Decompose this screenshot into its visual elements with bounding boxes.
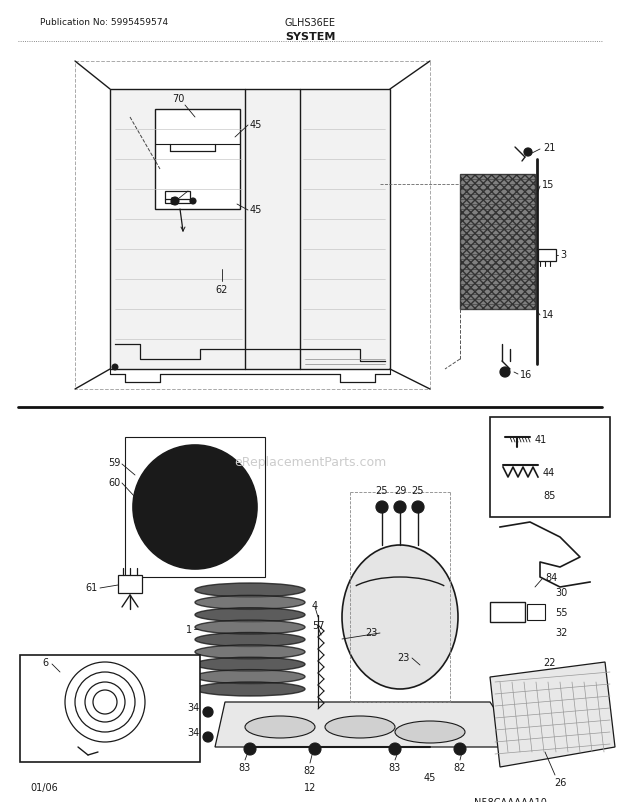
Text: 15: 15	[542, 180, 554, 190]
Text: SYSTEM: SYSTEM	[285, 32, 335, 42]
Text: 6: 6	[42, 657, 48, 667]
Text: 3: 3	[560, 249, 566, 260]
Text: 14: 14	[542, 310, 554, 320]
Text: 45: 45	[250, 119, 262, 130]
Text: 44: 44	[543, 468, 556, 477]
Ellipse shape	[195, 670, 305, 684]
Circle shape	[389, 743, 401, 755]
Text: eReplacementParts.com: eReplacementParts.com	[234, 456, 386, 469]
Text: 29: 29	[394, 485, 406, 496]
Text: 23: 23	[397, 652, 410, 662]
Text: 84: 84	[545, 573, 557, 582]
Bar	[20, 655, 200, 762]
Text: 45: 45	[250, 205, 262, 215]
Text: 62: 62	[216, 285, 228, 294]
Text: 16: 16	[520, 370, 532, 379]
Text: 30: 30	[555, 587, 567, 597]
Ellipse shape	[325, 716, 395, 738]
Circle shape	[112, 365, 118, 371]
Text: 1: 1	[186, 624, 192, 634]
Text: 83: 83	[239, 762, 251, 772]
Polygon shape	[215, 702, 520, 747]
Bar	[125, 437, 265, 577]
Bar	[538, 249, 556, 261]
Circle shape	[394, 501, 406, 513]
Text: 25: 25	[412, 485, 424, 496]
Bar	[527, 604, 545, 620]
Ellipse shape	[195, 621, 305, 634]
Bar	[155, 110, 240, 210]
Text: 01/06: 01/06	[30, 782, 58, 792]
Text: 34: 34	[188, 702, 200, 712]
Circle shape	[309, 743, 321, 755]
Ellipse shape	[195, 608, 305, 622]
Circle shape	[190, 199, 196, 205]
Text: 60: 60	[108, 477, 120, 488]
Ellipse shape	[195, 683, 305, 696]
Text: Publication No: 5995459574: Publication No: 5995459574	[40, 18, 168, 27]
Text: N58CAAAAA10: N58CAAAAA10	[474, 797, 546, 802]
Text: GLHS36EE: GLHS36EE	[285, 18, 335, 28]
Ellipse shape	[342, 545, 458, 689]
Circle shape	[183, 496, 207, 520]
Text: 25: 25	[376, 485, 388, 496]
Text: 26: 26	[554, 777, 566, 787]
Text: 85: 85	[543, 490, 556, 500]
Text: 12: 12	[304, 782, 316, 792]
Ellipse shape	[195, 633, 305, 646]
Ellipse shape	[195, 583, 305, 597]
Circle shape	[524, 149, 532, 157]
Text: 8: 8	[169, 196, 175, 207]
Text: 82: 82	[304, 765, 316, 775]
Polygon shape	[490, 662, 615, 767]
Text: 82: 82	[454, 762, 466, 772]
Text: 21: 21	[543, 143, 556, 153]
Ellipse shape	[245, 716, 315, 738]
Text: 41: 41	[535, 435, 547, 444]
Ellipse shape	[195, 658, 305, 671]
Text: 83: 83	[389, 762, 401, 772]
Text: 55: 55	[555, 607, 567, 618]
Circle shape	[203, 732, 213, 742]
Text: 59: 59	[108, 457, 120, 468]
Text: 70: 70	[172, 94, 184, 104]
Text: 22: 22	[543, 657, 556, 667]
Bar	[118, 575, 142, 593]
Text: 34: 34	[188, 727, 200, 737]
Bar	[490, 418, 610, 517]
Circle shape	[454, 743, 466, 755]
Text: 45: 45	[424, 772, 436, 782]
Text: 23: 23	[366, 627, 378, 638]
Circle shape	[171, 198, 179, 206]
Text: 4: 4	[312, 600, 318, 610]
Text: 32: 32	[555, 627, 567, 638]
Bar	[110, 90, 390, 370]
Circle shape	[244, 743, 256, 755]
Ellipse shape	[195, 596, 305, 610]
Bar	[165, 192, 190, 204]
Circle shape	[203, 707, 213, 717]
Ellipse shape	[395, 721, 465, 743]
Text: 61: 61	[86, 582, 98, 592]
Circle shape	[376, 501, 388, 513]
Bar	[460, 175, 535, 310]
Text: 57: 57	[312, 620, 324, 630]
Circle shape	[412, 501, 424, 513]
Circle shape	[133, 445, 257, 569]
Ellipse shape	[195, 645, 305, 659]
Bar	[490, 602, 525, 622]
Circle shape	[500, 367, 510, 378]
Text: 58: 58	[168, 455, 180, 464]
